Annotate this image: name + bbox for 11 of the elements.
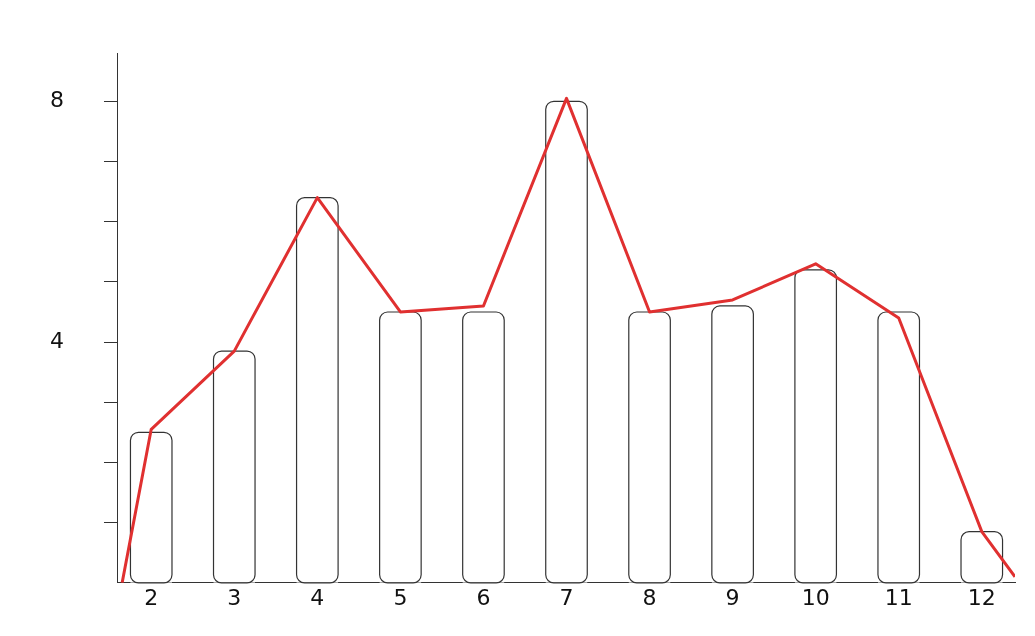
- x-tick-label: 6: [476, 584, 491, 610]
- x-tick-label: 8: [642, 584, 657, 610]
- x-tick-label: 10: [801, 584, 830, 610]
- x-tick-label: 4: [310, 584, 325, 610]
- x-tick-label: 5: [393, 584, 408, 610]
- x-tick-label: 7: [559, 584, 574, 610]
- x-tick-label: 11: [884, 584, 913, 610]
- x-tick-label: 12: [967, 584, 996, 610]
- x-tick-label: 9: [725, 584, 740, 610]
- x-tick-label: 3: [227, 584, 242, 610]
- x-tick-label: 2: [144, 584, 159, 610]
